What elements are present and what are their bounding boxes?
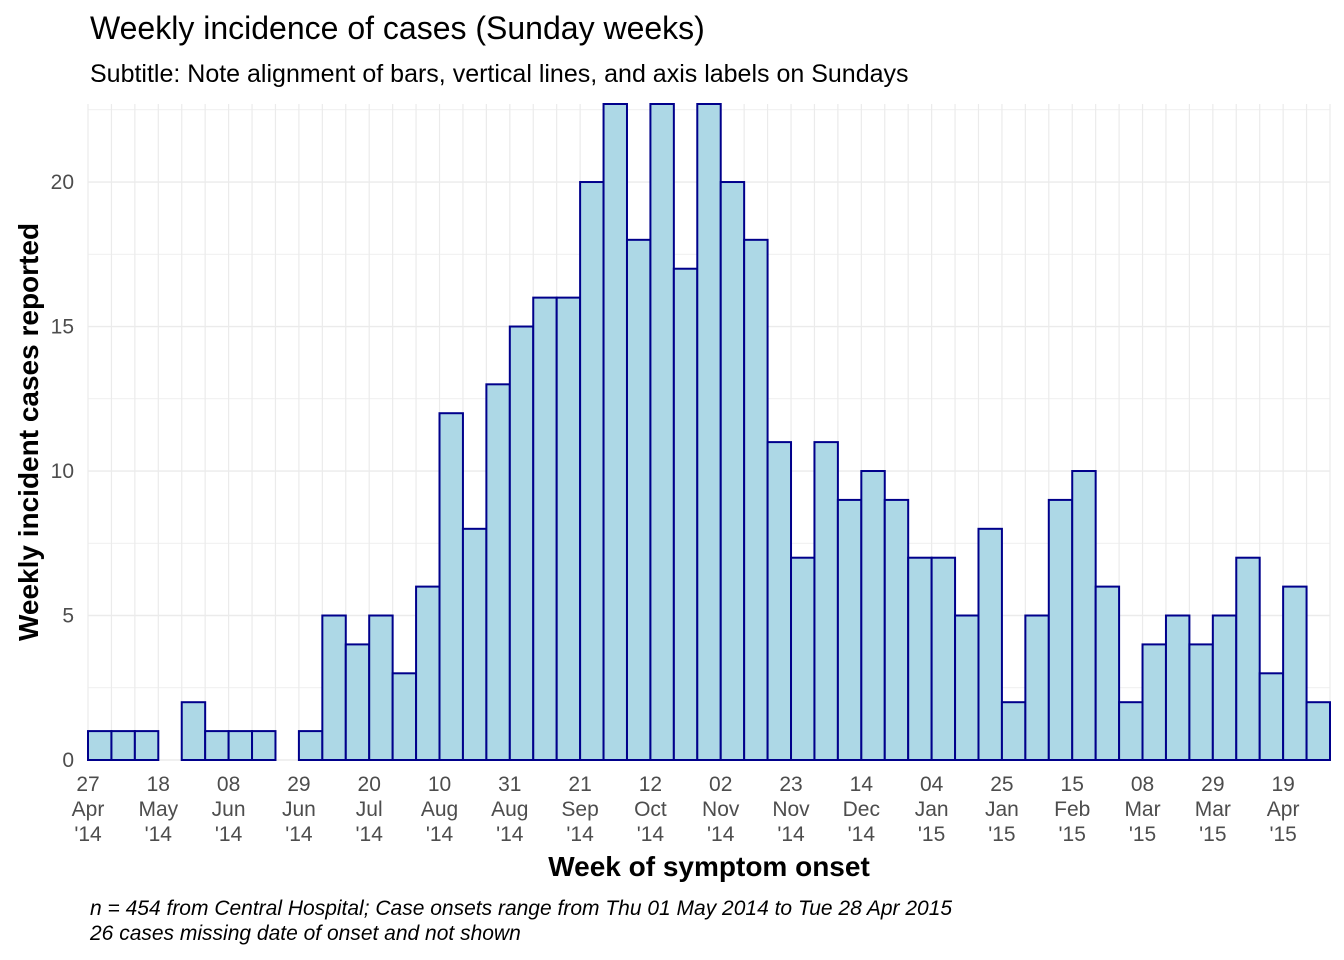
bar-week-2014-08-24	[485, 383, 511, 761]
bar-week-2014-05-11	[133, 730, 160, 761]
bar-week-2014-07-27	[391, 672, 418, 761]
bar-week-2014-09-14	[555, 296, 582, 761]
x-tick-label: 04 Jan '15	[915, 773, 949, 846]
bar-week-2014-07-13	[344, 643, 371, 761]
y-tick-label: 20	[51, 171, 74, 194]
bar-week-2015-03-15	[1164, 614, 1191, 761]
bar-week-2014-12-07	[836, 498, 863, 761]
bar-week-2014-04-27	[87, 730, 113, 761]
bar-week-2014-12-14	[860, 470, 886, 761]
bar-week-2015-02-22	[1094, 585, 1121, 761]
bar-week-2015-01-25	[1000, 701, 1027, 761]
bar-week-2015-03-29	[1211, 614, 1238, 761]
x-tick-label: 08 Jun '14	[212, 773, 246, 846]
bar-week-2014-10-26	[696, 103, 722, 761]
bar-week-2014-10-12	[649, 103, 675, 761]
x-tick-label: 14 Dec '14	[843, 773, 880, 846]
y-axis-ticks: 0 5 10 15 20	[51, 171, 74, 772]
bar-week-2014-08-31	[508, 325, 535, 761]
bar-week-2014-09-28	[602, 103, 628, 761]
bar-week-2014-12-28	[907, 556, 933, 761]
bar-week-2014-11-02	[719, 181, 746, 761]
y-tick-label: 15	[51, 316, 74, 339]
bar-week-2015-01-18	[977, 527, 1003, 761]
bar-week-2014-06-08	[227, 730, 254, 761]
caption-line-1: n = 454 from Central Hospital; Case onse…	[90, 897, 953, 920]
bar-week-2014-08-03	[415, 585, 441, 761]
bar-week-2014-06-01	[204, 730, 230, 761]
x-tick-label: 23 Nov '14	[772, 773, 810, 846]
chart-subtitle: Subtitle: Note alignment of bars, vertic…	[90, 60, 909, 88]
y-tick-label: 10	[51, 460, 74, 483]
x-tick-label: 12 Oct '14	[634, 773, 667, 846]
bar-week-2014-12-21	[883, 498, 910, 761]
x-axis-ticks: 27 Apr '14 18 May '14 08 Jun '14 29 Jun '14 20 Jul '14…	[72, 773, 1300, 846]
bar-week-2014-05-04	[110, 730, 136, 761]
bar-week-2015-04-12	[1258, 672, 1285, 761]
bar-week-2014-09-07	[532, 296, 558, 761]
x-tick-label: 18 May '14	[138, 773, 178, 846]
bars	[87, 103, 1332, 761]
bar-week-2015-02-01	[1024, 614, 1050, 761]
caption-line-2: 26 cases missing date of onset and not s…	[90, 922, 521, 945]
x-tick-label: 02 Nov '14	[702, 773, 740, 846]
y-tick-label: 5	[62, 605, 74, 628]
x-tick-label: 31 Aug '14	[491, 773, 528, 846]
bar-week-2015-02-08	[1047, 498, 1074, 761]
bar-week-2014-06-15	[251, 730, 277, 761]
x-tick-label: 27 Apr '14	[72, 773, 105, 846]
y-axis-title: Weekly incident cases reported	[13, 223, 44, 641]
chart-title: Weekly incidence of cases (Sunday weeks)	[90, 10, 705, 46]
bar-week-2014-06-29	[297, 730, 324, 761]
bar-week-2015-04-19	[1282, 585, 1308, 761]
bar-week-2014-11-09	[743, 238, 769, 761]
bar-week-2014-10-05	[625, 238, 652, 761]
bar-week-2014-07-20	[368, 614, 394, 761]
x-tick-label: 29 Jun '14	[282, 773, 316, 846]
bar-week-2014-11-30	[813, 441, 839, 761]
x-tick-label: 21 Sep '14	[561, 773, 598, 846]
bar-week-2015-01-04	[930, 556, 957, 761]
bar-week-2014-11-23	[790, 556, 816, 761]
x-tick-label: 08 Mar '15	[1124, 773, 1160, 846]
bar-week-2014-08-17	[461, 527, 488, 761]
bar-week-2014-10-19	[672, 267, 699, 761]
bar-week-2015-02-15	[1071, 470, 1097, 761]
bar-week-2014-09-21	[579, 181, 605, 761]
x-tick-label: 10 Aug '14	[421, 773, 458, 846]
bar-week-2015-03-01	[1118, 701, 1144, 761]
y-tick-label: 0	[62, 749, 74, 772]
x-tick-label: 19 Apr '15	[1267, 773, 1300, 846]
x-tick-label: 29 Mar '15	[1195, 773, 1231, 846]
bar-week-2014-08-10	[438, 412, 464, 761]
bar-week-2015-04-26	[1305, 701, 1332, 761]
x-tick-label: 25 Jan '15	[985, 773, 1019, 846]
bar-week-2015-03-22	[1188, 643, 1214, 761]
bar-week-2014-05-25	[180, 701, 207, 761]
x-axis-title: Week of symptom onset	[548, 851, 870, 882]
bar-week-2015-04-05	[1235, 556, 1261, 761]
bar-week-2014-11-16	[766, 441, 793, 761]
bar-week-2015-03-08	[1141, 643, 1167, 761]
chart-caption: n = 454 from Central Hospital; Case onse…	[90, 896, 952, 946]
x-tick-label: 15 Feb '15	[1054, 773, 1090, 846]
x-tick-label: 20 Jul '14	[356, 773, 384, 846]
bar-week-2014-07-06	[321, 614, 347, 761]
bar-week-2015-01-11	[954, 614, 980, 761]
